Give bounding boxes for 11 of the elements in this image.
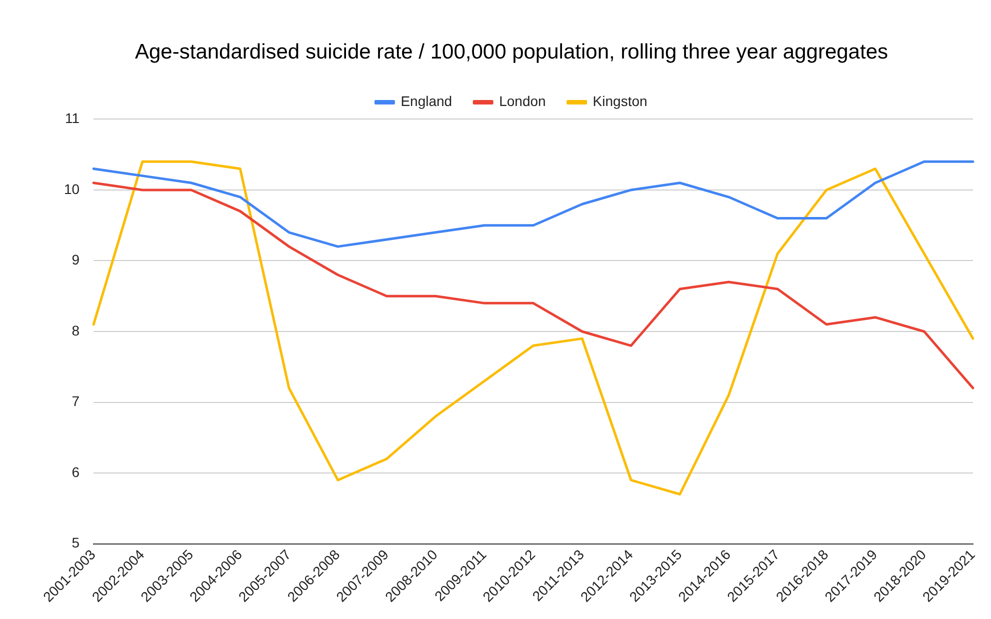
y-tick-label: 10 xyxy=(64,180,80,197)
y-tick-label: 8 xyxy=(72,322,80,338)
y-tick-label: 6 xyxy=(72,464,80,480)
y-tick-label: 7 xyxy=(72,393,80,410)
legend-label: London xyxy=(499,93,546,110)
legend-label: England xyxy=(400,93,452,110)
y-tick-label: 9 xyxy=(72,252,80,268)
chart-title: Age-standardised suicide rate / 100,000 population, rolling three year aggregates xyxy=(135,40,888,64)
y-tick-label: 5 xyxy=(72,534,80,551)
legend-label: Kingston xyxy=(592,93,648,110)
y-tick-label: 11 xyxy=(65,110,80,126)
